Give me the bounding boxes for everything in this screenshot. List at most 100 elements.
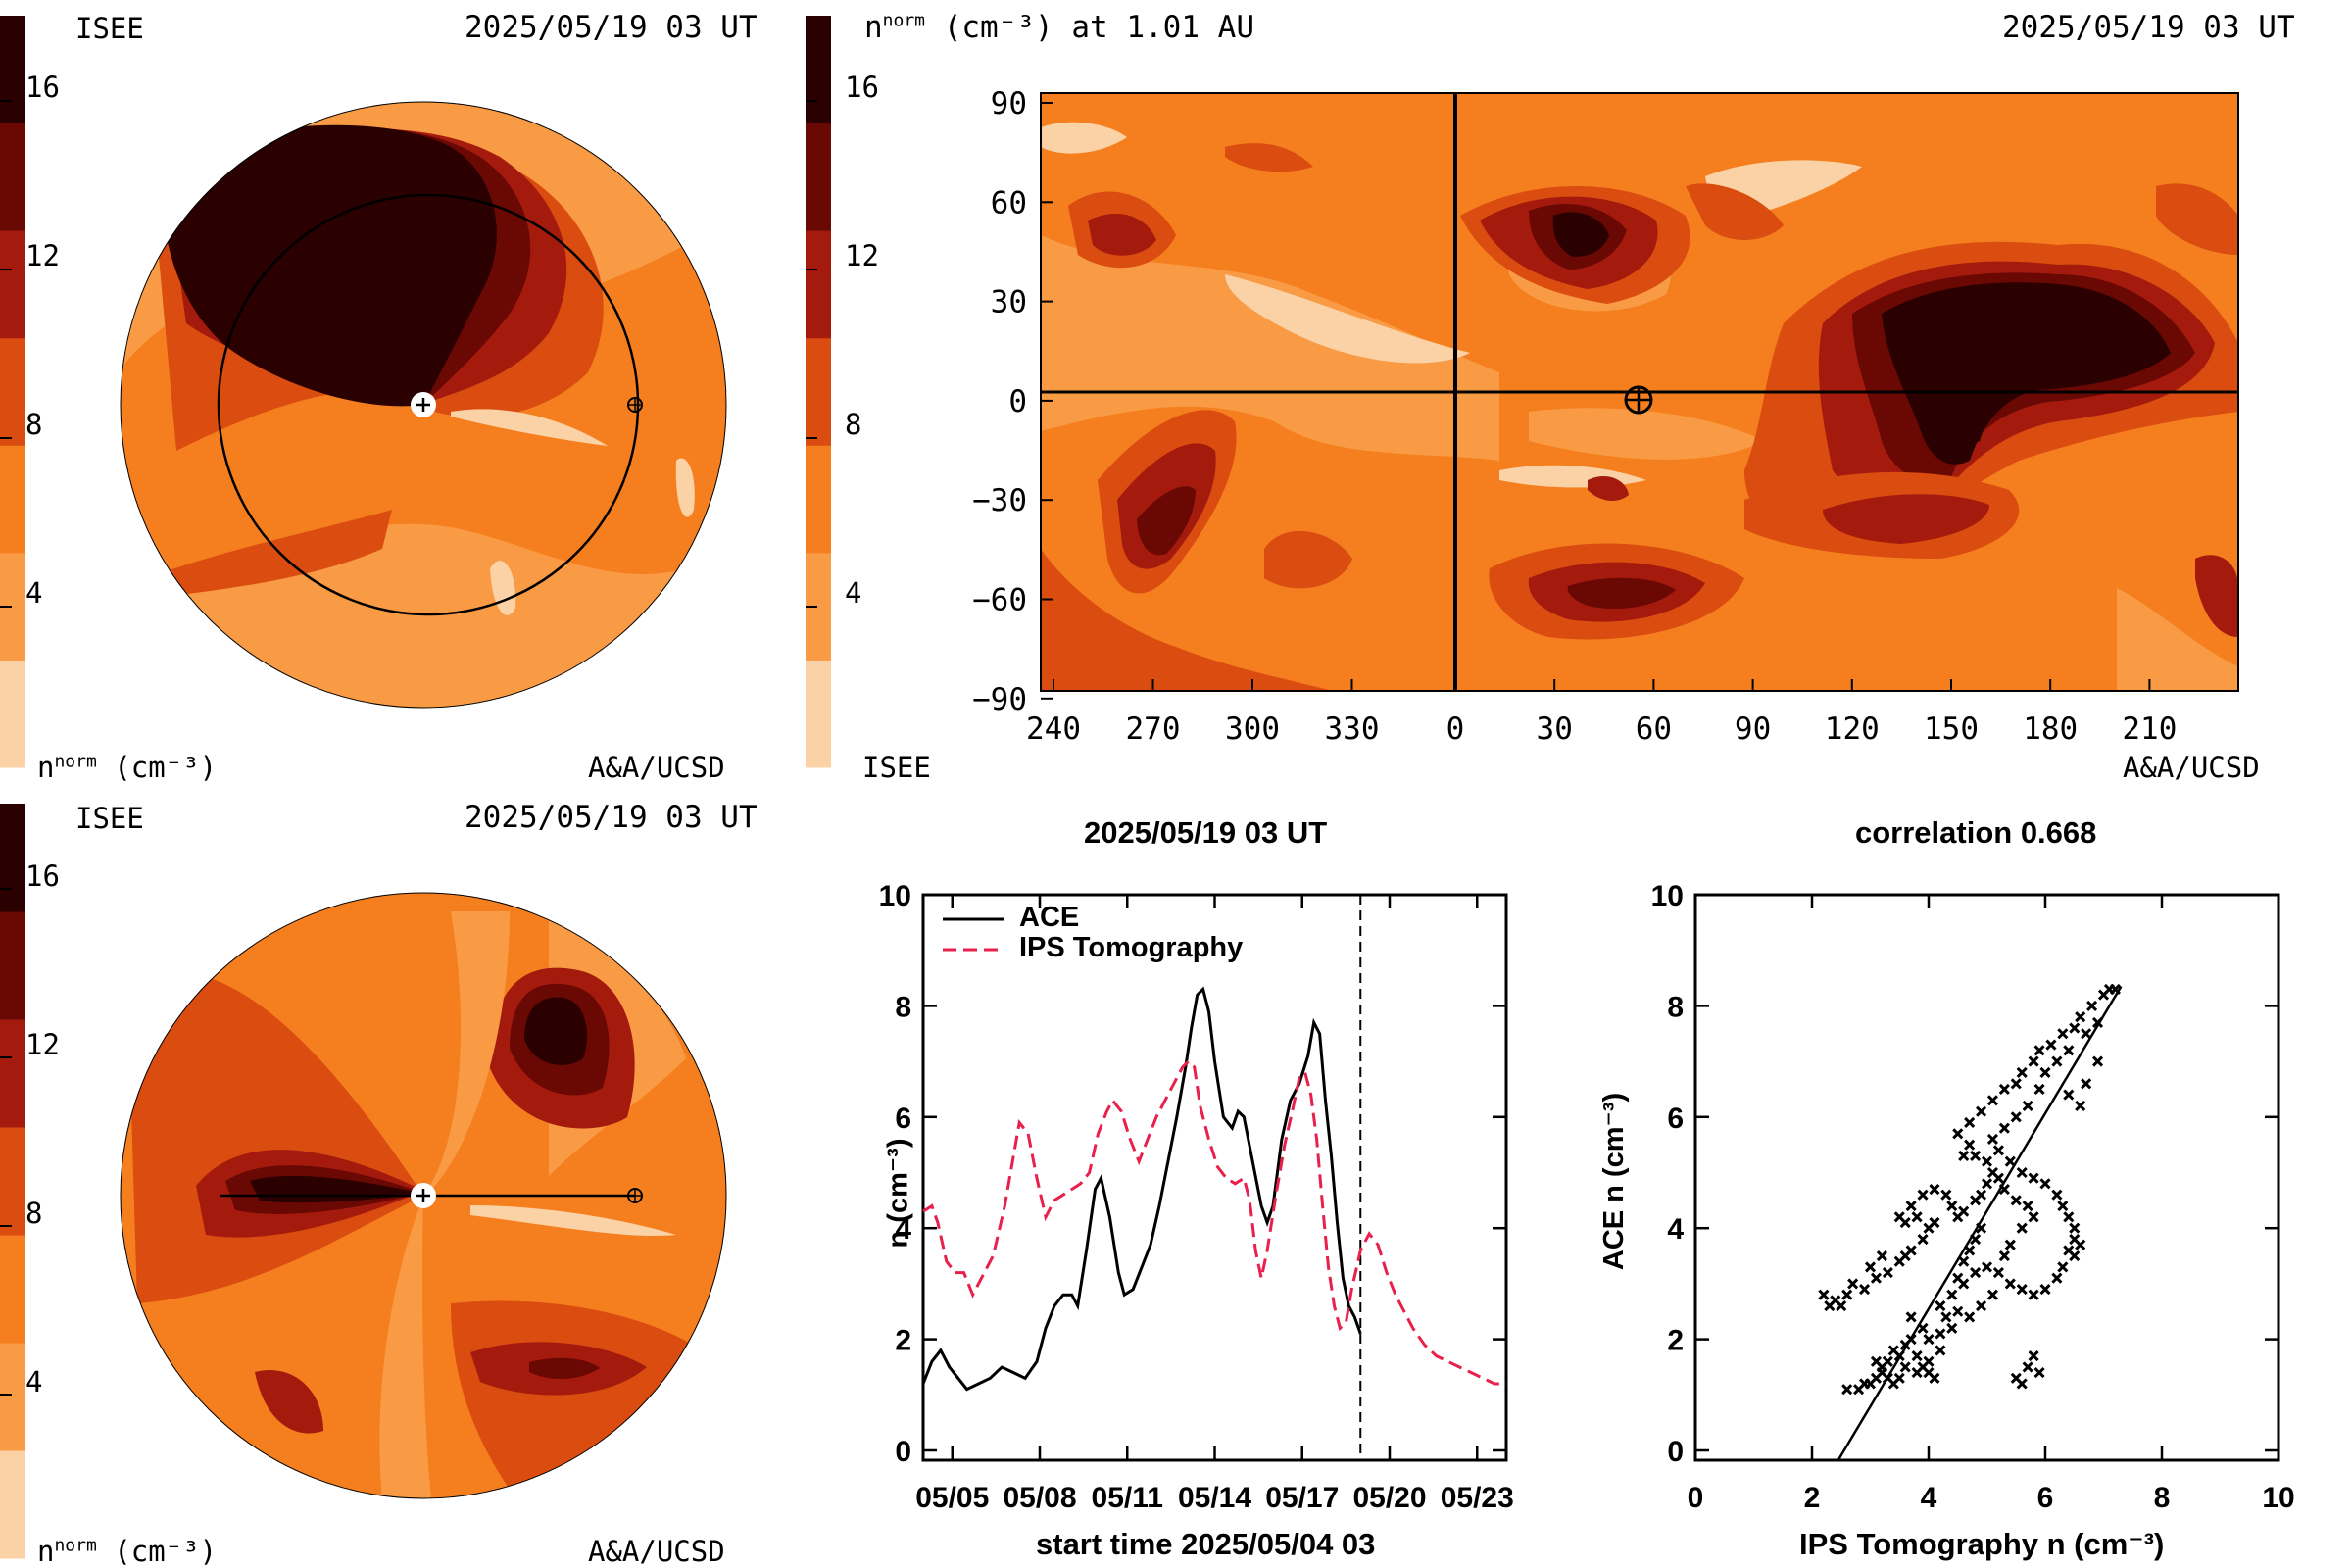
colorbar-band <box>0 391 25 446</box>
colorbar-tick-16-top-left: 16 <box>25 71 60 104</box>
scatter-point <box>1911 1350 1923 1362</box>
contour-bands-bottom <box>127 911 706 1498</box>
unit-label-bottom-left: nnorm (cm⁻³) <box>37 1535 218 1568</box>
scatter-point <box>1940 1189 1952 1200</box>
scatter-point <box>1911 1211 1923 1223</box>
colorbar-band <box>0 445 25 500</box>
map-x-tick-label: 300 <box>1225 711 1280 747</box>
colorbar-band <box>806 391 831 446</box>
scatter-point <box>1998 1122 2010 1134</box>
scatter-point <box>2016 1166 2028 1179</box>
scatter-chart: 0 2 4 6 8 10 0 2 4 6 8 10 <box>1651 880 2295 1514</box>
colorbar-band <box>0 499 25 554</box>
map-x-axis: 240 270 300 330 0 30 60 90 120 150 180 210 <box>1026 679 2177 747</box>
colorbar-tick-8-bottom-left: 8 <box>25 1197 43 1230</box>
scatter-point <box>2069 1250 2081 1262</box>
sc-x-tick-label: 4 <box>1921 1482 1937 1514</box>
map-x-tick-label: 240 <box>1026 711 1081 747</box>
colorbar-tick-12-map: 12 <box>845 239 879 272</box>
colorbar-band <box>806 283 831 339</box>
scatter-point <box>2086 1000 2098 1011</box>
scatter-point <box>2028 1055 2039 1067</box>
scatter-point <box>2010 1111 2022 1123</box>
scatter-point <box>1964 1245 1976 1256</box>
colorbar-band <box>0 1127 25 1182</box>
scatter-point <box>1929 1216 1940 1229</box>
scatter-point <box>2051 1189 2063 1200</box>
ts-x-tick-label: 05/11 <box>1092 1482 1163 1514</box>
colorbar-band <box>806 713 831 768</box>
sc-y-tick-label: 0 <box>1667 1436 1684 1468</box>
regression-fit-line <box>1837 985 2123 1461</box>
scatter-point <box>1905 1311 1917 1323</box>
lat-lon-map: 240 270 300 330 0 30 60 90 120 150 180 210 9060300−… <box>972 86 2239 747</box>
scatter-point <box>1917 1322 1929 1334</box>
scatter-point <box>1923 1355 1935 1367</box>
scatter-point <box>1952 1305 1964 1317</box>
sc-y-tick-label: 4 <box>1667 1213 1684 1246</box>
timeseries-series <box>921 986 1506 1392</box>
synoptic-disk-top <box>120 101 727 709</box>
ips-tomography-line <box>922 1059 1506 1386</box>
map-y-axis: 90 60 30 0 −30 −60 −90 <box>972 86 1053 717</box>
scatter-point <box>1864 1261 1877 1273</box>
credit-map: A&A/UCSD <box>2123 751 2260 784</box>
ts-x-tick-label: 05/23 <box>1441 1482 1514 1514</box>
scatter-point <box>1935 1345 1946 1356</box>
scatter-point <box>2016 1378 2028 1390</box>
scatter-point <box>2022 1100 2034 1112</box>
map-x-tick-label: 90 <box>1735 711 1771 747</box>
timeseries-x-label: start time 2025/05/04 03 <box>1036 1527 1376 1561</box>
contour-bands-top <box>121 124 726 615</box>
scatter-point <box>2051 1272 2063 1284</box>
scatter-point <box>2028 1289 2039 1300</box>
scatter-point <box>1992 1145 2004 1156</box>
synoptic-disk-bottom <box>120 892 727 1499</box>
scatter-point <box>1882 1266 1893 1279</box>
map-y-tick-label: −30 <box>972 483 1027 518</box>
colorbar-band <box>806 337 831 392</box>
scatter-point <box>1940 1311 1952 1323</box>
colorbar-band <box>0 1450 25 1505</box>
scatter-point <box>1998 1183 2010 1196</box>
map-y-tick-label: −90 <box>972 682 1027 717</box>
scatter-point <box>2010 1195 2022 1206</box>
scatter-point <box>1975 1300 1987 1312</box>
map-title: nnorm (cm⁻³) at 1.01 AU <box>864 10 1254 45</box>
scatter-point <box>1841 1289 1853 1300</box>
scatter-y-label: ACE n (cm⁻³) <box>1598 1092 1631 1271</box>
scatter-point <box>1958 1255 1970 1267</box>
colorbar-tick-8-top-left: 8 <box>25 408 43 441</box>
timestamp-top-left: 2025/05/19 03 UT <box>465 10 758 45</box>
colorbar-band <box>806 552 831 608</box>
isee-label-bottom-left: ISEE <box>75 802 144 835</box>
scatter-point <box>2063 1089 2075 1101</box>
scatter-point <box>1986 1289 1999 1300</box>
scatter-plot-frame <box>1693 893 2280 1462</box>
ts-y-tick-label: 4 <box>895 1213 911 1246</box>
sc-x-tick-label: 10 <box>2262 1482 2294 1514</box>
scatter-point <box>1917 1233 1929 1246</box>
timestamp-bottom-left: 2025/05/19 03 UT <box>465 800 758 835</box>
earth-icon-map <box>1624 385 1653 415</box>
scatter-point <box>1975 1222 1987 1234</box>
ts-y-tick-label: 2 <box>895 1325 911 1357</box>
scatter-point <box>2034 1083 2045 1096</box>
map-y-tick-label: 90 <box>991 86 1027 122</box>
scatter-x-label: IPS Tomography n (cm⁻³) <box>1799 1527 2165 1561</box>
scatter-point <box>1946 1289 1958 1300</box>
scatter-point <box>2016 1066 2028 1079</box>
scatter-point <box>2075 1011 2086 1023</box>
colorbar-map <box>806 16 831 768</box>
colorbar-bottom-left <box>0 804 25 1559</box>
scatter-point <box>1946 1200 1958 1212</box>
scatter-point <box>1911 1367 1923 1379</box>
colorbar-band <box>0 1396 25 1451</box>
earth-icon <box>627 397 643 413</box>
scatter-point <box>1975 1105 1987 1117</box>
sc-x-tick-label: 0 <box>1688 1482 1704 1514</box>
timeseries-y-label: n (cm⁻³) <box>882 1138 914 1249</box>
scatter-point <box>2004 1239 2016 1250</box>
scatter-point <box>2039 1066 2051 1079</box>
